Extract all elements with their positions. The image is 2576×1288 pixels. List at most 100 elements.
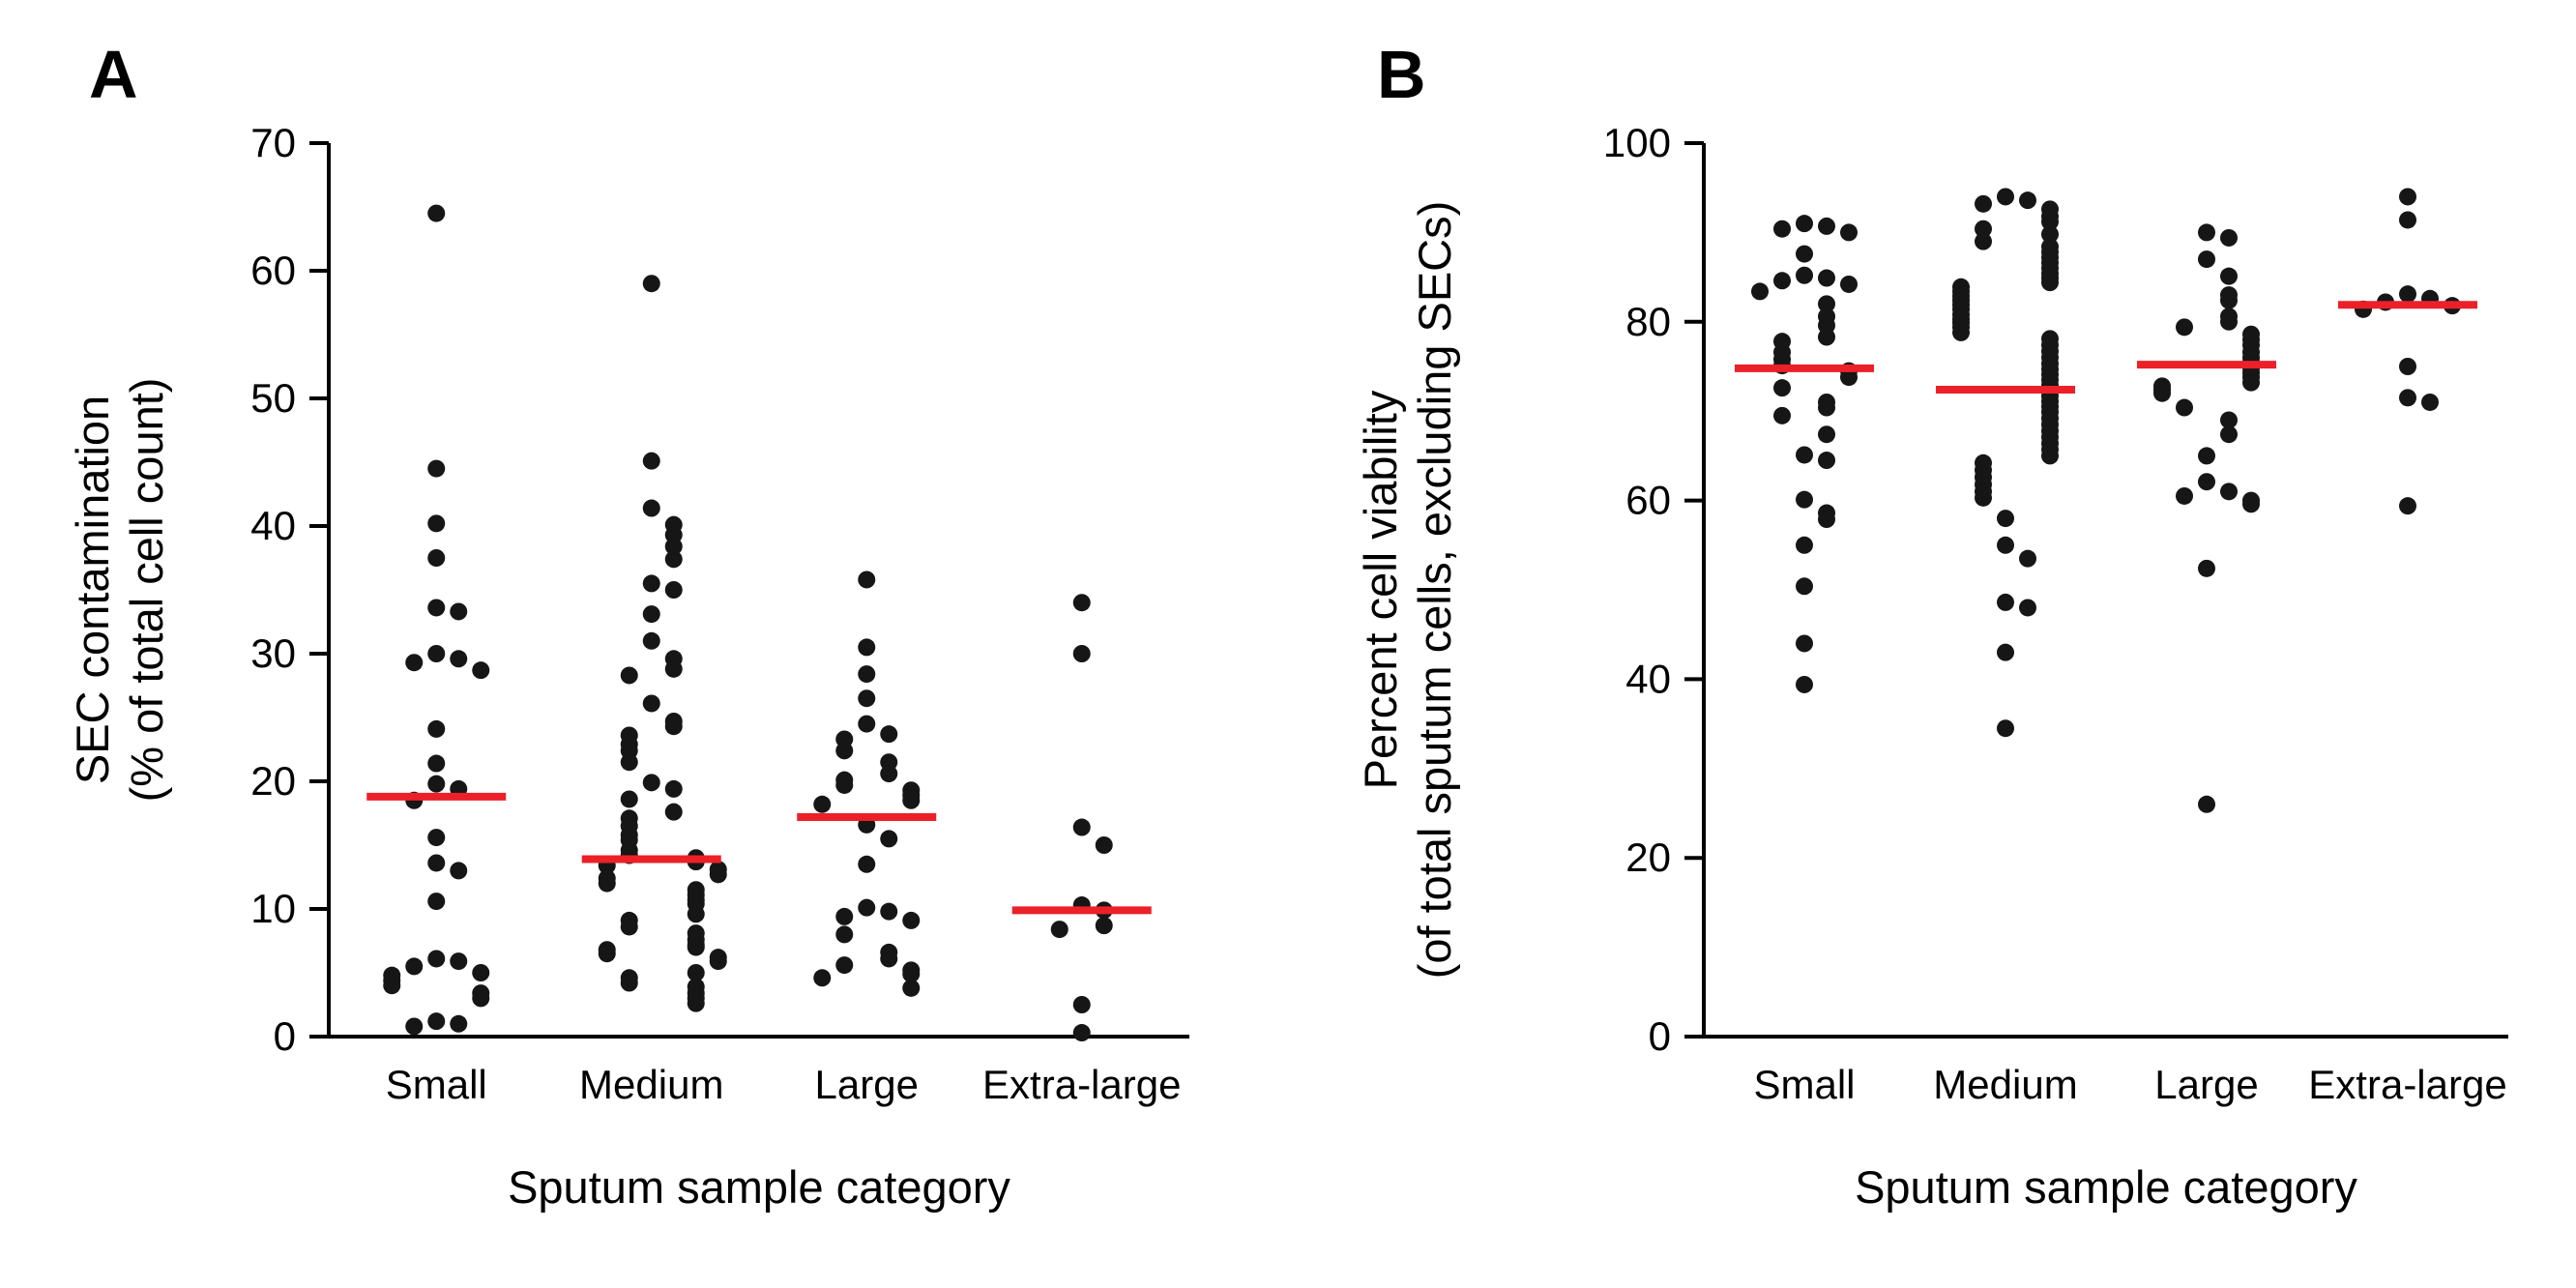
x-category-label: Large <box>2154 1062 2258 1107</box>
data-point <box>1818 398 1835 417</box>
data-point <box>664 659 683 678</box>
data-point <box>642 605 660 624</box>
data-point <box>902 911 921 929</box>
data-point <box>2198 795 2215 813</box>
data-point <box>1796 675 1813 693</box>
data-point <box>427 1012 446 1031</box>
data-point <box>2198 473 2215 491</box>
data-point <box>2242 373 2260 392</box>
data-point <box>858 898 876 917</box>
data-point <box>1072 594 1091 612</box>
data-point <box>642 452 660 470</box>
data-point <box>1796 536 1813 554</box>
data-point <box>1818 328 1835 346</box>
data-point <box>858 665 876 684</box>
y-tick-label: 0 <box>1649 1013 1671 1059</box>
data-point <box>664 550 683 569</box>
data-point <box>450 952 468 971</box>
data-point <box>2220 312 2238 331</box>
panel-b-label: B <box>1377 37 1426 112</box>
data-point <box>858 689 876 708</box>
data-point <box>687 994 705 1012</box>
data-point <box>1095 917 1113 935</box>
data-point <box>1773 272 1791 290</box>
data-point <box>1818 295 1835 313</box>
data-point <box>405 957 424 976</box>
y-axis-title-line: Percent cell viability <box>1355 390 1406 789</box>
data-point <box>1975 232 1992 250</box>
data-point <box>1796 490 1813 509</box>
data-point <box>620 974 638 992</box>
data-point <box>2019 549 2036 568</box>
y-tick-label: 60 <box>1625 478 1671 523</box>
data-point <box>642 694 660 713</box>
data-point <box>620 790 638 808</box>
data-point <box>450 862 468 880</box>
y-tick-label: 20 <box>1625 834 1671 880</box>
cell-viability-scatter-plot: 0 20 40 60 80 100 Small Medium Large Extra-large S… <box>1355 120 2508 1213</box>
y-tick-label: 20 <box>250 758 296 804</box>
data-point <box>2399 211 2416 229</box>
x-category-label: Small <box>1753 1062 1855 1107</box>
data-point <box>902 965 921 983</box>
data-point <box>2198 447 2215 465</box>
data-point <box>450 1014 468 1033</box>
data-point <box>427 645 446 662</box>
data-point <box>1818 217 1835 235</box>
data-point <box>2153 384 2171 402</box>
data-point <box>2220 411 2238 429</box>
panel-a-label: A <box>89 37 138 112</box>
x-axis-title: Sputum sample category <box>1855 1161 2357 1213</box>
data-point <box>902 791 921 809</box>
data-point <box>642 774 660 792</box>
y-tick-label: 0 <box>274 1013 296 1059</box>
y-axis-title-line: (% of total cell count) <box>121 378 172 803</box>
data-point <box>427 754 446 773</box>
y-tick-label: 40 <box>250 503 296 548</box>
data-point <box>1975 488 1992 507</box>
data-point <box>427 204 446 222</box>
data-point <box>450 650 468 668</box>
data-point <box>2399 188 2416 206</box>
data-point <box>2198 223 2215 242</box>
data-point <box>1975 194 1992 213</box>
data-point <box>1997 593 2014 611</box>
data-point <box>1796 446 1813 464</box>
y-tick-label: 40 <box>1625 656 1671 701</box>
data-point <box>858 855 876 873</box>
data-point <box>2176 398 2193 417</box>
data-point <box>1072 645 1091 662</box>
data-point <box>642 275 660 293</box>
data-point <box>2242 495 2260 513</box>
data-point <box>664 581 683 599</box>
data-point <box>880 830 898 848</box>
data-point <box>709 865 727 884</box>
y-tick-label: 30 <box>250 630 296 676</box>
x-category-label: Extra-large <box>982 1062 1181 1107</box>
data-point <box>664 538 683 556</box>
y-axis-title-line: SEC contamination <box>67 395 118 784</box>
data-point <box>880 725 898 744</box>
y-tick-label: 80 <box>1625 299 1671 344</box>
data-point <box>858 638 876 657</box>
data-point <box>1818 452 1835 470</box>
data-point <box>427 459 446 478</box>
data-point <box>709 952 727 971</box>
data-point <box>1050 921 1068 939</box>
data-point <box>472 661 490 680</box>
data-point <box>1773 379 1791 397</box>
data-point <box>2041 447 2059 465</box>
data-point <box>642 574 660 593</box>
panel-a: A 0 10 20 30 40 50 60 70 Small Medium Large Extra-l… <box>67 37 1189 1213</box>
y-tick-label: 100 <box>1603 120 1671 165</box>
y-tick-label: 10 <box>250 886 296 931</box>
data-point <box>427 829 446 847</box>
data-point <box>813 969 832 987</box>
data-point <box>2220 425 2238 444</box>
data-point <box>1997 536 2014 554</box>
data-point <box>620 666 638 685</box>
data-point <box>880 950 898 968</box>
data-point <box>2220 291 2238 309</box>
data-point <box>427 719 446 738</box>
